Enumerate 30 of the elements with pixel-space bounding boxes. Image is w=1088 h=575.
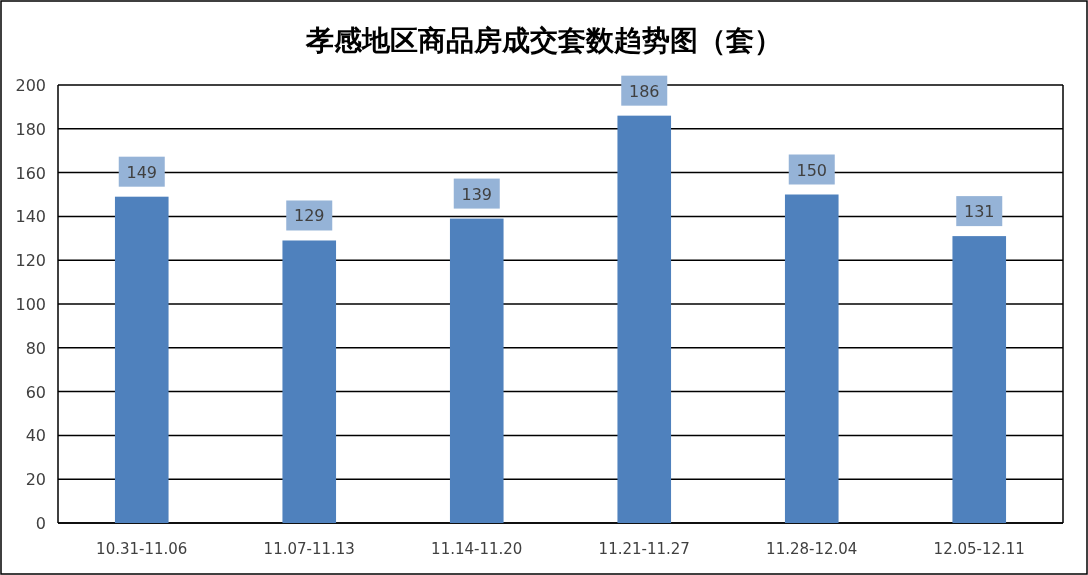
- bar: [784, 194, 839, 523]
- y-tick-label: 160: [15, 163, 46, 183]
- y-tick-label: 60: [25, 382, 46, 402]
- y-tick-label: 40: [25, 426, 46, 446]
- data-label: 131: [963, 202, 995, 222]
- x-tick-label: 10.31-11.06: [96, 540, 188, 558]
- y-tick-label: 120: [15, 251, 46, 271]
- bar: [114, 196, 169, 523]
- bar: [449, 218, 504, 523]
- data-label: 150: [796, 160, 828, 180]
- y-tick-label: 0: [35, 514, 46, 533]
- x-tick-label: 11.21-11.27: [598, 540, 690, 558]
- y-tick-label: 100: [15, 295, 46, 314]
- x-tick-label: 11.14-11.20: [431, 540, 523, 558]
- y-tick-label: 20: [25, 470, 46, 490]
- y-tick-label: 140: [15, 207, 46, 227]
- bar: [617, 115, 672, 523]
- chart-title: 孝感地区商品房成交套数趋势图（套）: [305, 24, 782, 57]
- data-label: 186: [628, 81, 660, 101]
- y-tick-label: 180: [15, 119, 46, 139]
- x-tick-label: 11.07-11.13: [263, 540, 355, 558]
- bar: [282, 240, 337, 523]
- y-tick-label: 80: [25, 338, 46, 358]
- bar: [952, 236, 1007, 523]
- x-tick-label: 11.28-12.04: [766, 540, 858, 558]
- x-tick-label: 12.05-12.11: [933, 540, 1025, 558]
- data-label: 149: [126, 162, 158, 182]
- data-label: 139: [461, 184, 493, 204]
- data-label: 129: [293, 206, 325, 226]
- y-tick-label: 200: [15, 76, 46, 95]
